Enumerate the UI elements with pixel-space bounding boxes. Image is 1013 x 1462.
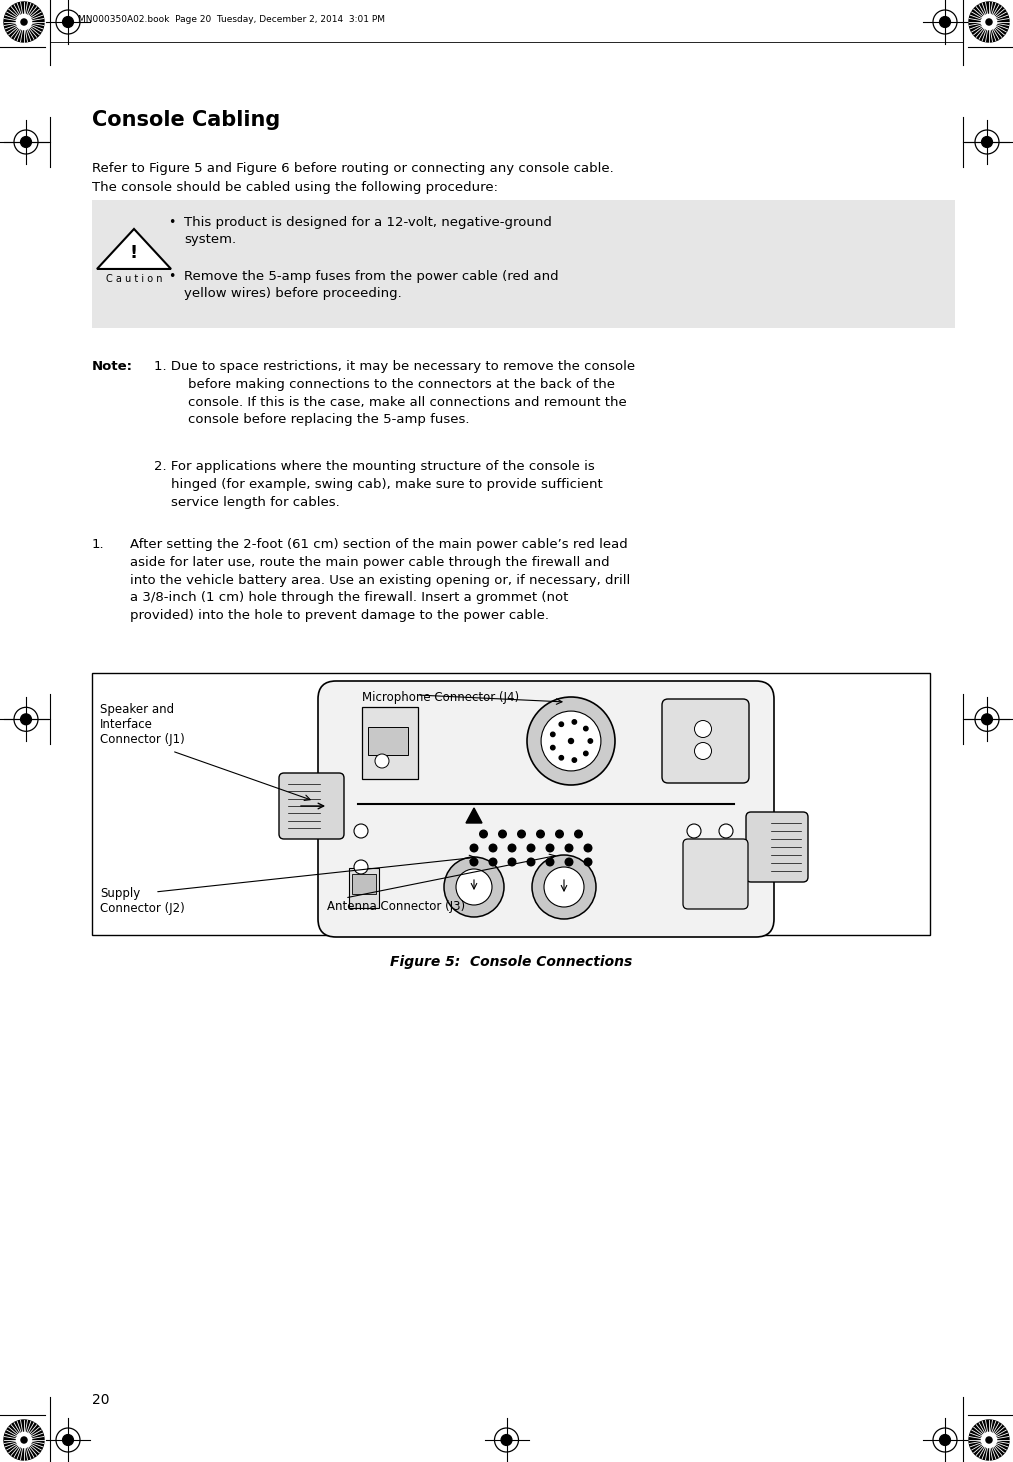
Circle shape [551,732,555,737]
Circle shape [21,1437,27,1443]
Text: Note:: Note: [92,360,133,373]
Text: C a u t i o n: C a u t i o n [105,273,162,284]
Circle shape [568,738,573,744]
FancyBboxPatch shape [746,811,808,882]
Polygon shape [97,230,171,269]
Circle shape [982,136,993,148]
Circle shape [489,858,496,866]
Circle shape [541,711,601,770]
Circle shape [470,858,478,866]
Circle shape [969,1,1009,42]
Circle shape [572,757,576,762]
FancyBboxPatch shape [349,868,379,908]
Circle shape [583,727,588,731]
Circle shape [470,844,478,852]
Text: Antenna Connector (J3): Antenna Connector (J3) [327,901,465,912]
Circle shape [986,1437,992,1443]
Circle shape [21,19,27,25]
Circle shape [480,830,487,838]
Text: Microphone Connector (J4): Microphone Connector (J4) [362,692,519,705]
Circle shape [527,697,615,785]
Circle shape [695,721,711,737]
Text: Refer to Figure 5 and Figure 6 before routing or connecting any console cable.
T: Refer to Figure 5 and Figure 6 before ro… [92,162,614,193]
Circle shape [501,1434,512,1446]
Circle shape [687,825,701,838]
Circle shape [572,719,576,724]
Circle shape [565,858,572,866]
Circle shape [556,830,563,838]
Circle shape [940,16,950,28]
Circle shape [498,830,506,838]
Text: 1. Due to space restrictions, it may be necessary to remove the console
        : 1. Due to space restrictions, it may be … [154,360,635,427]
FancyBboxPatch shape [92,673,930,936]
Text: 1.: 1. [92,538,104,551]
Circle shape [354,860,368,874]
Circle shape [354,825,368,838]
FancyBboxPatch shape [362,708,418,779]
FancyBboxPatch shape [368,727,408,754]
Circle shape [537,830,544,838]
Circle shape [986,19,992,25]
Circle shape [16,15,31,29]
FancyBboxPatch shape [683,839,748,909]
Circle shape [544,867,585,906]
Text: 20: 20 [92,1393,109,1406]
FancyBboxPatch shape [663,699,749,784]
Circle shape [585,858,592,866]
FancyBboxPatch shape [92,200,955,327]
Circle shape [527,844,535,852]
FancyBboxPatch shape [279,773,344,839]
Circle shape [583,751,588,756]
Circle shape [585,844,592,852]
Circle shape [63,16,73,28]
Circle shape [546,844,554,852]
Circle shape [559,722,563,727]
Text: •: • [168,216,175,230]
Circle shape [695,743,711,759]
Circle shape [16,1433,31,1447]
Circle shape [509,858,516,866]
Circle shape [63,1434,73,1446]
Polygon shape [466,808,482,823]
Circle shape [546,858,554,866]
Circle shape [4,1420,44,1461]
Text: Supply
Connector (J2): Supply Connector (J2) [100,887,184,915]
Circle shape [532,855,596,920]
Text: •: • [168,270,175,284]
Text: MN000350A02.book  Page 20  Tuesday, December 2, 2014  3:01 PM: MN000350A02.book Page 20 Tuesday, Decemb… [78,16,385,25]
Text: 2. For applications where the mounting structure of the console is
    hinged (f: 2. For applications where the mounting s… [154,461,603,509]
Circle shape [527,858,535,866]
Circle shape [940,1434,950,1446]
Circle shape [456,868,492,905]
Circle shape [20,713,31,725]
Circle shape [565,844,572,852]
Text: Console Cabling: Console Cabling [92,110,281,130]
Circle shape [518,830,526,838]
Circle shape [20,136,31,148]
Text: !: ! [130,244,138,262]
Circle shape [489,844,496,852]
Text: Speaker and
Interface
Connector (J1): Speaker and Interface Connector (J1) [100,703,184,746]
Text: Remove the 5-amp fuses from the power cable (red and
yellow wires) before procee: Remove the 5-amp fuses from the power ca… [184,270,558,301]
Circle shape [982,15,997,29]
Circle shape [982,1433,997,1447]
FancyBboxPatch shape [352,874,376,893]
Circle shape [551,746,555,750]
Circle shape [969,1420,1009,1461]
Text: This product is designed for a 12-volt, negative-ground
system.: This product is designed for a 12-volt, … [184,216,552,247]
Text: After setting the 2-foot (61 cm) section of the main power cable’s red lead
asid: After setting the 2-foot (61 cm) section… [130,538,630,623]
Circle shape [444,857,504,917]
Circle shape [559,756,563,760]
Text: Figure 5:  Console Connections: Figure 5: Console Connections [390,955,632,969]
FancyBboxPatch shape [318,681,774,937]
Circle shape [982,713,993,725]
Circle shape [375,754,389,768]
Circle shape [509,844,516,852]
Circle shape [4,1,44,42]
Circle shape [589,738,593,743]
Circle shape [719,825,733,838]
Circle shape [574,830,582,838]
